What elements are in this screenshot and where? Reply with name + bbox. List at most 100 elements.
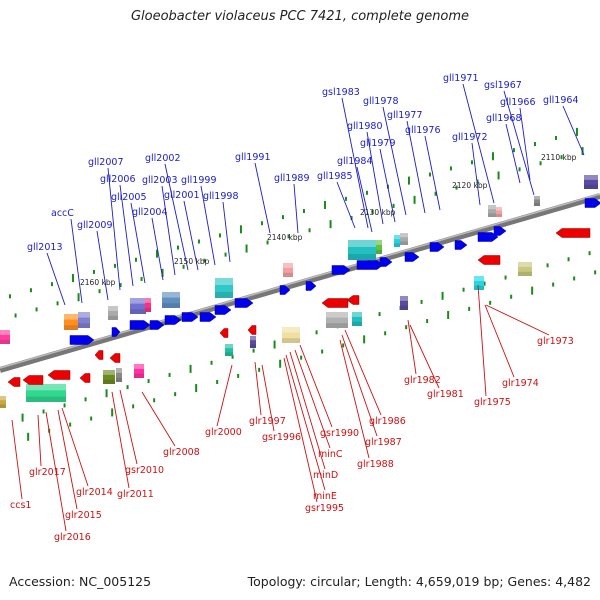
tick-mark bbox=[468, 306, 471, 311]
feature-boxes bbox=[0, 175, 598, 408]
forward-gene-label: gll1991 bbox=[235, 152, 271, 163]
forward-gene-arrow bbox=[279, 285, 291, 295]
tick-mark bbox=[546, 263, 549, 268]
tick-mark bbox=[161, 268, 164, 277]
kbp-label: 2120 kbp bbox=[452, 181, 488, 190]
tick-mark bbox=[594, 270, 597, 275]
kbp-label: 2130 kbp bbox=[360, 208, 396, 217]
reverse-gene-arrow bbox=[346, 295, 360, 305]
kbp-label: 2160 kbp bbox=[80, 278, 116, 287]
tick-mark bbox=[197, 239, 200, 244]
leader-line bbox=[285, 354, 326, 491]
tick-mark bbox=[111, 408, 114, 417]
reverse-gene-label: glr1987 bbox=[365, 437, 402, 448]
tick-mark bbox=[533, 142, 536, 147]
forward-gene-label: gll1985 bbox=[317, 171, 353, 182]
tick-mark bbox=[113, 263, 116, 268]
tick-mark bbox=[279, 359, 282, 368]
forward-gene-label: gll2013 bbox=[27, 242, 63, 253]
reverse-gene-label: glr2016 bbox=[54, 532, 91, 543]
leader-line bbox=[341, 97, 369, 229]
tick-mark bbox=[189, 364, 192, 373]
tick-mark bbox=[428, 172, 431, 177]
leader-line bbox=[45, 411, 67, 532]
feature-box bbox=[130, 298, 146, 314]
forward-gene-arrow bbox=[234, 298, 254, 308]
leader-line bbox=[200, 185, 216, 266]
forward-gene-label: gll1966 bbox=[500, 97, 536, 108]
leader-line bbox=[339, 339, 370, 459]
tick-mark bbox=[426, 319, 429, 324]
reverse-gene-arrow bbox=[321, 298, 349, 308]
tick-mark bbox=[231, 354, 234, 359]
forward-gene-label: gll2009 bbox=[77, 220, 113, 231]
reverse-gene-arrow bbox=[79, 373, 91, 383]
tick-mark bbox=[491, 152, 494, 161]
backbone-highlight bbox=[0, 193, 600, 369]
leader-line bbox=[283, 357, 318, 503]
tick-mark bbox=[155, 249, 158, 258]
tick-mark bbox=[575, 127, 578, 136]
leader-line bbox=[379, 148, 396, 223]
tick-mark bbox=[239, 225, 242, 234]
leader-line bbox=[254, 361, 262, 416]
tick-mark bbox=[567, 257, 570, 262]
chromosome-backbone bbox=[0, 193, 600, 373]
leader-line bbox=[141, 391, 176, 447]
feature-box bbox=[283, 263, 293, 277]
tick-mark bbox=[531, 286, 534, 295]
tick-mark bbox=[420, 299, 423, 304]
feature-box bbox=[400, 233, 408, 245]
leader-line bbox=[61, 407, 89, 487]
tick-mark bbox=[497, 171, 500, 180]
reverse-gene-arrow bbox=[555, 228, 591, 238]
feature-box bbox=[394, 235, 400, 247]
tick-mark bbox=[71, 274, 74, 283]
forward-gene-arrow bbox=[584, 198, 600, 208]
forward-gene-label: gll2002 bbox=[145, 153, 181, 164]
feature-box bbox=[282, 327, 300, 343]
reverse-gene-label: minD bbox=[313, 470, 338, 481]
leader-line bbox=[299, 344, 333, 428]
tick-mark bbox=[300, 355, 303, 360]
leader-line bbox=[294, 349, 331, 449]
feature-box bbox=[348, 240, 376, 260]
leader-line bbox=[505, 123, 521, 184]
gene-labels: gll1964 gll1966 gsl1967 gll1968 gll1971 gll19… bbox=[10, 73, 579, 543]
tick-mark bbox=[140, 276, 143, 281]
forward-gene-arrow bbox=[305, 281, 317, 291]
leader-line bbox=[111, 391, 130, 489]
tick-mark bbox=[8, 294, 11, 299]
reverse-gene-label: glr2011 bbox=[117, 489, 154, 500]
tick-mark bbox=[132, 404, 135, 409]
forward-gene-label: gsl1967 bbox=[484, 80, 522, 91]
forward-gene-arrow bbox=[454, 240, 468, 250]
tick-mark bbox=[42, 409, 45, 414]
kbp-label: 2140 kbp bbox=[267, 233, 303, 242]
forward-gene-arrow bbox=[477, 232, 499, 242]
forward-gene-label: gll1978 bbox=[363, 96, 399, 107]
leader-line bbox=[406, 120, 426, 214]
forward-gene-label: gll1977 bbox=[387, 110, 423, 121]
feature-box bbox=[215, 278, 233, 298]
reverse-gene-label: minE bbox=[313, 491, 337, 502]
forward-gene-arrow bbox=[149, 320, 165, 330]
tick-mark bbox=[174, 392, 177, 397]
reverse-gene-label: gsr1995 bbox=[305, 503, 344, 514]
leader-line bbox=[164, 163, 189, 271]
leader-line bbox=[216, 364, 233, 427]
reverse-gene-arrow bbox=[247, 325, 257, 335]
tick-marks bbox=[8, 127, 597, 441]
leader-line bbox=[119, 184, 134, 287]
tick-mark bbox=[252, 348, 255, 353]
tick-mark bbox=[384, 331, 387, 336]
feature-box bbox=[376, 240, 382, 254]
forward-gene-arrow bbox=[199, 312, 217, 322]
tick-mark bbox=[518, 167, 521, 172]
feature-box bbox=[474, 276, 484, 290]
feature-box bbox=[0, 330, 10, 344]
tick-mark bbox=[203, 258, 206, 263]
reverse-gene-label: glr1997 bbox=[249, 416, 286, 427]
forward-gene-label: gll2005 bbox=[111, 192, 147, 203]
tick-mark bbox=[50, 282, 53, 287]
